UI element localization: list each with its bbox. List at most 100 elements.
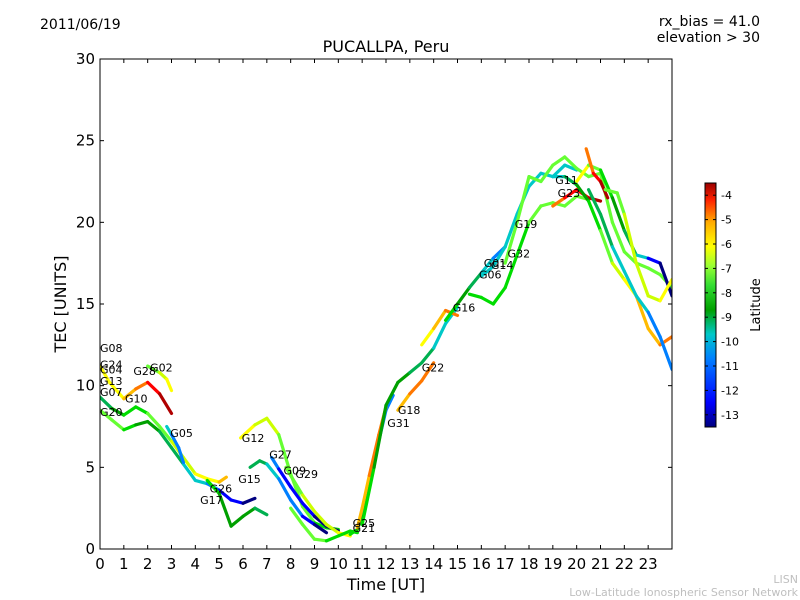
series-segment [610,245,626,273]
satellite-label: G07 [100,386,123,399]
axis-ticks [99,58,672,550]
series-segment [503,253,519,290]
series-segment [646,294,662,303]
series-trace-h [248,459,329,535]
series-segment [539,163,555,184]
x-tick-label: 3 [167,555,177,573]
series-segment [467,271,483,290]
series-segment [622,269,638,298]
x-tick-label: 19 [543,555,562,573]
series-segment [157,429,174,450]
series-segment [312,521,329,530]
series-segment [300,522,317,541]
series-segment [253,416,269,427]
y-tick-label: 0 [85,540,95,558]
series-segment [515,175,531,224]
series-segment [563,194,579,208]
series-segment [491,245,507,269]
satellite-label: G17 [200,494,223,507]
series-segment [563,175,579,187]
series-segment [248,459,262,469]
series-trace-o [396,361,436,412]
series-segment [146,380,162,396]
series-segment [277,477,293,502]
satellite-label: G26 [210,483,233,496]
series-segment [610,196,626,233]
series-segment [634,294,650,314]
satellite-label: G08 [100,342,123,355]
colorbar: -4 -5 -6 -7 -8 -9 -10 -11 -12 -13 Latitude [704,182,764,428]
series-segment [396,392,412,412]
series-trace-y [586,188,672,371]
x-tick-label: 5 [214,555,224,573]
x-tick-label: 11 [353,555,372,573]
series-segment [146,411,162,429]
satellite-label: G15 [238,473,261,486]
colorbar-ticks: -4 -5 -6 -7 -8 -9 -10 -11 -12 -13 [705,189,739,422]
series-segment [100,395,114,411]
series-segment [479,295,495,306]
series-trace-r [467,194,591,306]
series-segment [360,473,371,510]
series-segment [300,493,317,514]
x-tick-label: 22 [615,555,634,573]
series-segment [527,204,543,224]
satellite-label: G05 [170,427,193,440]
x-tick-label: 15 [448,555,467,573]
series-segment [134,420,150,427]
satellite-label: G23 [558,187,581,200]
series-segment [193,472,209,481]
series-segment [289,498,305,518]
x-tick-label: 21 [591,555,610,573]
series-segment [539,201,555,208]
colorbar-tick-label: -6 [721,238,732,251]
satellite-label: G24 [100,358,123,371]
series-segment [610,261,626,282]
series-segment [634,294,650,331]
series-segment [157,371,169,381]
series-segment [270,455,281,471]
y-tick-label: 30 [76,50,95,68]
x-tick-label: 12 [376,555,395,573]
series-segment [324,534,340,543]
series-segment [622,212,638,265]
colorbar-tick-label: -10 [721,336,739,349]
x-axis-label: Time [UT] [346,575,425,594]
series-segment [443,305,460,326]
series-segment [408,361,424,375]
series-segment [336,529,352,538]
series-segment [229,498,245,505]
series-segment [122,387,138,401]
x-tick-label: 14 [424,555,443,573]
series-trace-b [100,395,228,484]
series-segment [384,380,400,407]
series-trace-e [165,424,186,465]
colorbar-tick-label: -11 [721,360,739,373]
series-segment [312,537,329,543]
series-segment [591,171,603,184]
x-tick-label: 2 [143,555,153,573]
rx-bias-label: rx_bias = 41.0 [658,14,760,30]
series-segment [181,455,197,476]
series-segment [634,261,650,298]
series-segment [563,188,579,200]
series-segment [312,509,329,527]
series-segment [420,346,436,365]
series-segment [646,256,662,265]
series-segment [177,446,186,465]
satellite-label: G06 [479,269,502,282]
series-segment [324,522,340,535]
y-tick-label: 5 [85,458,95,476]
series-segment [229,514,245,528]
series-segment [122,423,138,432]
series-segment [598,212,615,249]
series-segment [479,256,495,275]
series-segment [300,504,317,525]
series-trace-q [443,245,507,322]
satellite-label: G31 [387,417,410,430]
series-segment [503,220,519,265]
series-segment [634,253,650,260]
series-segment [100,364,112,384]
